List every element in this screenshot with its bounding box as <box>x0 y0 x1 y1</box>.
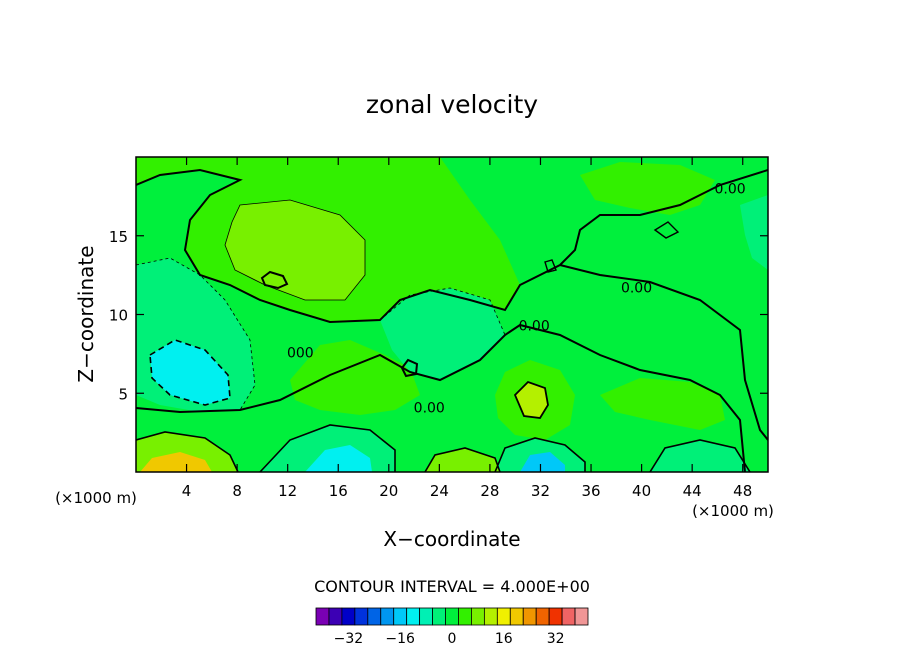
colorbar-swatch <box>548 607 563 626</box>
region-center-positive-30-core <box>515 382 548 418</box>
x-axis-label: X−coordinate <box>383 527 520 551</box>
colorbar-swatch <box>354 607 369 626</box>
x-tick-label: 48 <box>733 482 752 500</box>
colorbar-swatch <box>315 607 330 626</box>
x-unit-right: (×1000 m) <box>692 502 774 520</box>
region-right-negative <box>740 195 768 270</box>
colorbar-swatch <box>419 607 433 626</box>
colorbar-swatch <box>393 607 408 626</box>
region-bottom-negative-32-core <box>520 452 565 472</box>
colorbar-swatch <box>471 607 485 626</box>
colorbar-swatch <box>380 607 395 626</box>
contour-labels: 0.00 0.00 0.00 0.00 000 <box>287 182 746 417</box>
colorbar-swatch <box>406 607 421 626</box>
region-upper-left-core <box>225 200 365 300</box>
contour-label: 0.00 <box>414 400 445 416</box>
positive-contour-core <box>224 199 366 301</box>
small-loop-4 <box>544 259 557 273</box>
colorbar-swatch <box>432 607 446 626</box>
colorbar-swatch <box>483 607 498 626</box>
colorbar-tick-label: 0 <box>448 631 457 647</box>
region-bottom-right-negative <box>650 440 750 472</box>
colorbar-swatch <box>445 607 459 626</box>
x-tick-label: 4 <box>182 482 192 500</box>
x-axis-ticks: 4 8 12 16 20 24 28 32 36 40 44 48 <box>182 157 752 500</box>
bottom-contour <box>136 424 751 472</box>
x-tick-label: 12 <box>278 482 297 500</box>
x-tick-label: 44 <box>683 482 702 500</box>
y-tick-label: 10 <box>109 307 128 325</box>
colorbar-tick-label: −16 <box>385 631 415 647</box>
colorbar-swatch <box>341 607 356 626</box>
x-tick-label: 40 <box>632 482 651 500</box>
x-tick-label: 32 <box>531 482 550 500</box>
zero-contour-right <box>559 264 768 441</box>
contour-lines <box>136 168 768 472</box>
plot-area: 0.00 0.00 0.00 0.00 000 <box>136 157 768 472</box>
region-left-negative-core <box>150 340 230 405</box>
x-tick-label: 16 <box>329 482 348 500</box>
y-tick-label: 15 <box>109 228 128 246</box>
colorbar-swatch <box>328 607 343 626</box>
colorbar <box>315 607 589 626</box>
y-axis-ticks: 5 10 15 <box>109 228 768 403</box>
colorbar-swatch <box>458 607 472 626</box>
colorbar-swatch <box>535 607 550 626</box>
contour-label: 0.00 <box>714 182 745 198</box>
small-loop-1 <box>260 270 289 290</box>
contour-label: 0.00 <box>519 319 550 335</box>
contour-label: 0.00 <box>621 281 652 297</box>
zero-contour-upper <box>136 168 768 324</box>
chart-title: zonal velocity <box>366 90 538 119</box>
colorbar-swatch <box>496 607 511 626</box>
x-tick-label: 36 <box>581 482 600 500</box>
x-tick-label: 8 <box>232 482 242 500</box>
colorbar-swatch <box>522 607 537 626</box>
colorbar-swatch <box>509 607 524 626</box>
region-bottom-left-hot <box>140 452 212 472</box>
colorbar-tick-labels: −32 −16 0 16 32 <box>334 631 565 647</box>
colorbar-tick-label: 16 <box>495 631 513 647</box>
y-tick-label: 5 <box>118 385 128 403</box>
contour-label: 000 <box>287 345 314 361</box>
colorbar-tick-label: −32 <box>334 631 364 647</box>
colorbar-swatch <box>367 607 382 626</box>
region-right-positive <box>600 378 725 430</box>
small-loop-3 <box>653 221 680 239</box>
region-bottom-negative-16-core <box>305 445 372 472</box>
x-tick-label: 28 <box>480 482 499 500</box>
contour-interval-text: CONTOUR INTERVAL = 4.000E+00 <box>314 577 590 596</box>
region-upper-right-positive <box>580 162 715 215</box>
x-unit-left: (×1000 m) <box>55 489 137 507</box>
colorbar-swatch <box>561 607 576 626</box>
y-axis-label: Z−coordinate <box>74 245 98 382</box>
zero-contour-lower <box>136 323 746 472</box>
thin-contour-center <box>379 287 506 381</box>
small-loop-2 <box>400 358 419 378</box>
x-tick-label: 24 <box>430 482 449 500</box>
thin-contour-left <box>136 257 256 411</box>
x-tick-label: 20 <box>379 482 398 500</box>
colorbar-tick-label: 32 <box>547 631 565 647</box>
colorbar-swatch <box>574 607 589 626</box>
region-center-negative <box>380 288 505 380</box>
positive-contour-30 <box>513 380 549 419</box>
